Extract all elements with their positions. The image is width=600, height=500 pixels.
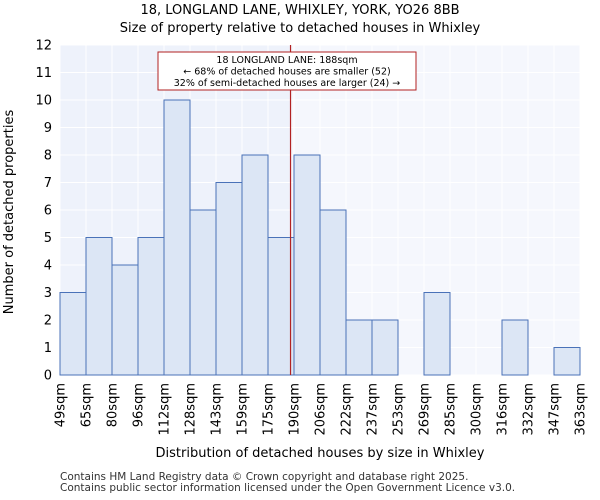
y-tick-label: 12 [35, 39, 52, 54]
histogram-bar [215, 182, 243, 376]
histogram-bar [59, 292, 87, 376]
annotation-box [157, 51, 417, 91]
footer-line-2: Contains public sector information licen… [60, 482, 516, 494]
histogram-bar [163, 99, 191, 376]
x-tick-label: 175sqm [262, 383, 277, 436]
annotation-line3: 32% of semi-detached houses are larger (… [174, 78, 401, 89]
x-tick-label: 80sqm [106, 383, 121, 427]
annotation-line2: ← 68% of detached houses are smaller (52… [183, 67, 390, 78]
y-tick-label: 9 [44, 121, 52, 136]
histogram-bar [137, 237, 165, 376]
footer: Contains HM Land Registry data © Crown c… [60, 472, 515, 494]
histogram-bar [241, 154, 269, 376]
histogram-bar [423, 292, 451, 376]
x-tick-label: 49sqm [54, 383, 69, 427]
histogram-bar [501, 319, 529, 376]
x-tick-label: 96sqm [132, 383, 147, 427]
chart-subtitle: Size of property relative to detached ho… [119, 21, 481, 36]
annotation-line1: 18 LONGLAND LANE: 188sqm [216, 55, 357, 66]
x-tick-label: 65sqm [80, 383, 95, 427]
x-tick-label: 206sqm [314, 383, 329, 436]
y-tick-label: 10 [35, 94, 52, 109]
histogram-bar [371, 319, 399, 376]
x-tick-label: 237sqm [366, 383, 381, 436]
x-tick-label: 190sqm [288, 383, 303, 436]
y-tick-label: 7 [44, 176, 52, 191]
chart-title-block: 18, LONGLAND LANE, WHIXLEY, YORK, YO26 8… [0, 2, 600, 38]
y-tick-label: 11 [35, 66, 52, 81]
histogram-bar [189, 209, 217, 376]
y-tick-label: 4 [44, 259, 52, 274]
histogram-bar [319, 209, 347, 376]
x-tick-label: 285sqm [444, 383, 459, 436]
x-tick-label: 300sqm [470, 383, 485, 436]
y-tick-label: 6 [44, 204, 52, 219]
histogram-bar [111, 264, 139, 376]
x-tick-label: 253sqm [392, 383, 407, 436]
y-tick-label: 3 [44, 286, 52, 301]
y-tick-label: 5 [44, 231, 52, 246]
x-axis-label: Distribution of detached houses by size … [156, 446, 485, 461]
x-tick-label: 159sqm [236, 383, 251, 436]
footer-line-1: Contains HM Land Registry data © Crown c… [60, 471, 469, 483]
y-tick-label: 2 [44, 314, 52, 329]
x-tick-label: 363sqm [574, 383, 589, 436]
x-tick-label: 222sqm [340, 383, 355, 436]
y-tick-label: 0 [44, 369, 52, 384]
y-axis-label: Number of detached properties [2, 110, 17, 315]
x-tick-label: 347sqm [548, 383, 563, 436]
histogram-bar [553, 347, 581, 376]
x-tick-label: 316sqm [496, 383, 511, 436]
y-tick-label: 1 [44, 341, 52, 356]
histogram-bar [293, 154, 321, 376]
chart-title: 18, LONGLAND LANE, WHIXLEY, YORK, YO26 8… [140, 3, 460, 18]
x-tick-label: 143sqm [210, 383, 225, 436]
x-tick-label: 112sqm [158, 383, 173, 436]
y-tick-label: 8 [44, 149, 52, 164]
x-tick-label: 128sqm [184, 383, 199, 436]
x-tick-label: 269sqm [418, 383, 433, 436]
histogram-bar [345, 319, 373, 376]
x-tick-label: 332sqm [522, 383, 537, 436]
histogram-bar [85, 237, 113, 376]
